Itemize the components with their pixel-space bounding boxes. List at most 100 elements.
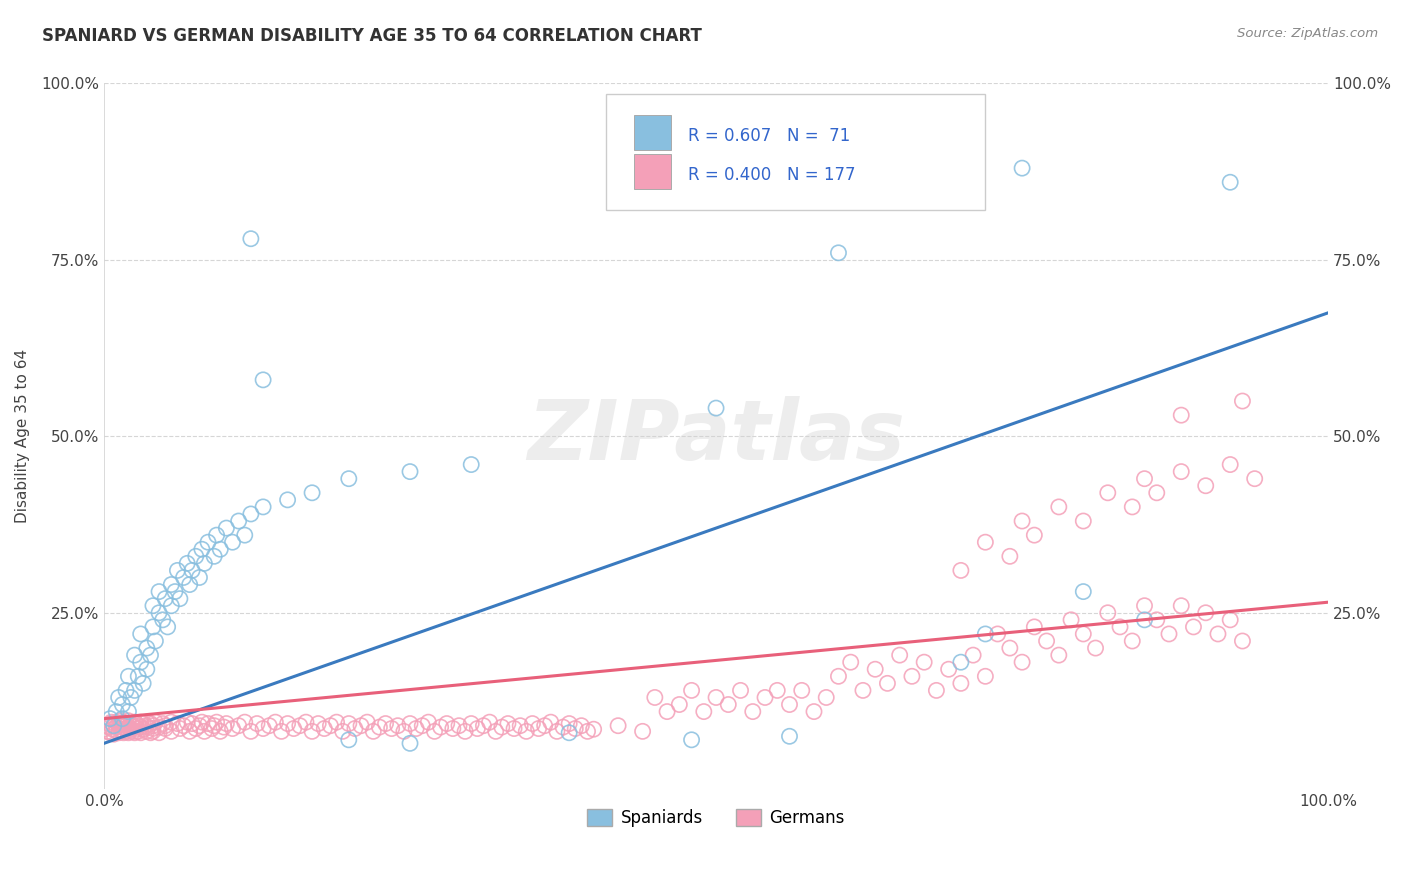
Point	[120, 723, 142, 737]
Point	[491, 720, 513, 734]
Point	[98, 717, 121, 731]
Point	[863, 662, 886, 676]
Point	[766, 683, 789, 698]
Point	[205, 528, 228, 542]
Point	[160, 724, 183, 739]
Point	[145, 634, 167, 648]
Point	[111, 720, 134, 734]
Point	[1133, 599, 1156, 613]
Point	[97, 720, 120, 734]
Point	[139, 648, 162, 662]
Point	[221, 535, 243, 549]
Point	[115, 724, 138, 739]
Point	[361, 724, 384, 739]
Point	[288, 719, 311, 733]
Point	[631, 724, 654, 739]
Point	[1219, 458, 1241, 472]
Point	[815, 690, 838, 705]
Text: ZIPatlas: ZIPatlas	[527, 396, 905, 477]
Point	[998, 549, 1021, 564]
Point	[111, 698, 134, 712]
Point	[1097, 485, 1119, 500]
Point	[117, 725, 139, 739]
Point	[169, 591, 191, 606]
Point	[1060, 613, 1083, 627]
Point	[120, 716, 142, 731]
Point	[148, 584, 170, 599]
Point	[509, 719, 531, 733]
Point	[1024, 620, 1046, 634]
Point	[105, 715, 128, 730]
Point	[153, 722, 176, 736]
Point	[105, 723, 128, 738]
Point	[127, 724, 149, 739]
Point	[301, 724, 323, 739]
Point	[387, 719, 409, 733]
Point	[107, 725, 129, 739]
Point	[246, 716, 269, 731]
Point	[111, 712, 134, 726]
Point	[107, 690, 129, 705]
Point	[125, 722, 148, 736]
Point	[239, 724, 262, 739]
Point	[139, 716, 162, 731]
Point	[974, 535, 997, 549]
Point	[1243, 472, 1265, 486]
Point	[129, 720, 152, 734]
Point	[228, 719, 250, 733]
Point	[681, 732, 703, 747]
Point	[124, 715, 146, 730]
Point	[105, 705, 128, 719]
Point	[132, 723, 155, 737]
Point	[423, 724, 446, 739]
Point	[233, 715, 256, 730]
Point	[668, 698, 690, 712]
Point	[1109, 620, 1132, 634]
Point	[938, 662, 960, 676]
Point	[1219, 175, 1241, 189]
FancyBboxPatch shape	[634, 154, 671, 189]
Point	[179, 577, 201, 591]
Point	[1232, 394, 1254, 409]
Point	[98, 712, 121, 726]
Point	[681, 683, 703, 698]
Point	[98, 725, 121, 739]
Point	[399, 465, 422, 479]
Point	[558, 716, 581, 731]
Point	[1011, 514, 1033, 528]
Point	[337, 732, 360, 747]
Point	[307, 716, 329, 731]
Point	[392, 724, 415, 739]
Point	[163, 584, 186, 599]
Point	[105, 720, 128, 734]
Point	[115, 722, 138, 736]
Text: SPANIARD VS GERMAN DISABILITY AGE 35 TO 64 CORRELATION CHART: SPANIARD VS GERMAN DISABILITY AGE 35 TO …	[42, 27, 702, 45]
Point	[252, 373, 274, 387]
Point	[827, 245, 849, 260]
Point	[1195, 479, 1218, 493]
Point	[1219, 613, 1241, 627]
Point	[135, 719, 157, 733]
Point	[1071, 514, 1094, 528]
Point	[582, 723, 605, 737]
Point	[188, 570, 211, 584]
Point	[827, 669, 849, 683]
Point	[1195, 606, 1218, 620]
Point	[1084, 641, 1107, 656]
Point	[100, 715, 122, 730]
Point	[478, 715, 501, 730]
Point	[436, 716, 458, 731]
Point	[429, 720, 451, 734]
Point	[496, 716, 519, 731]
Point	[191, 715, 214, 730]
Point	[974, 669, 997, 683]
Y-axis label: Disability Age 35 to 64: Disability Age 35 to 64	[15, 350, 30, 524]
Point	[176, 715, 198, 730]
Point	[252, 722, 274, 736]
Point	[132, 716, 155, 731]
Point	[129, 715, 152, 730]
Point	[1121, 634, 1143, 648]
Point	[704, 401, 727, 416]
Point	[127, 669, 149, 683]
Point	[112, 725, 135, 739]
